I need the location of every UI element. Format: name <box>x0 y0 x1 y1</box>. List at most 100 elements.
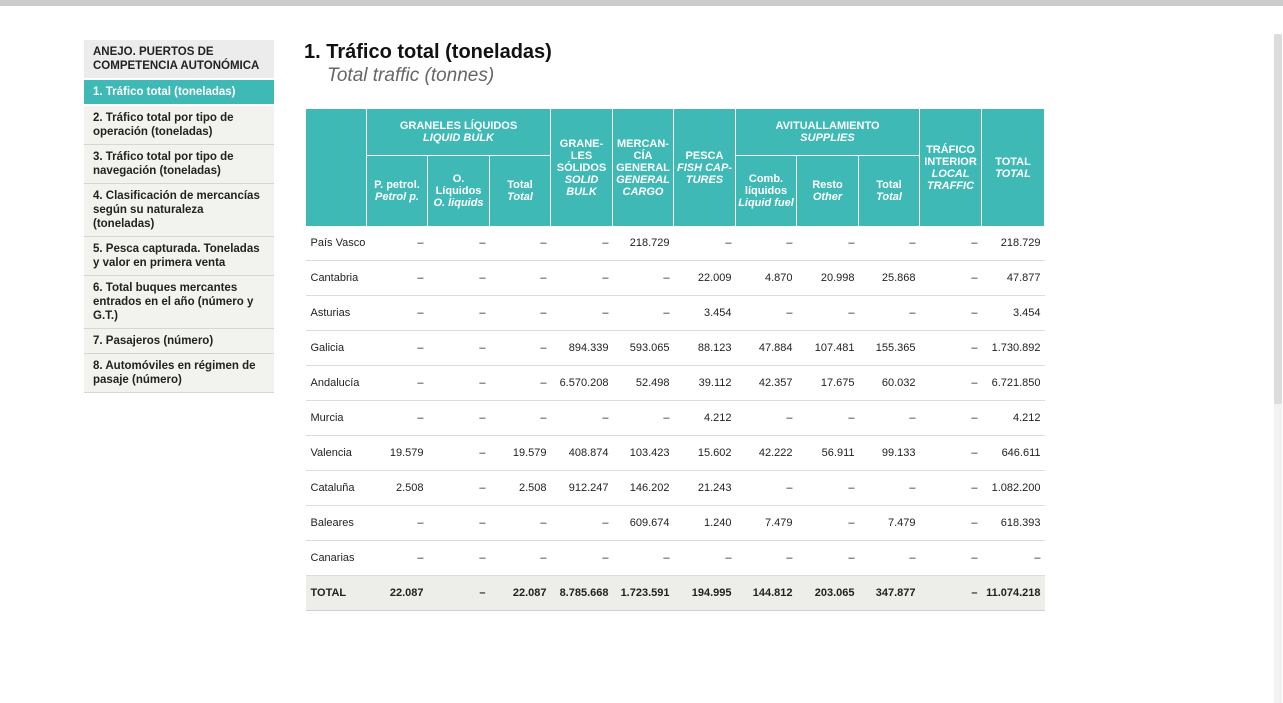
table-row: Asturias – – – – –3.454– – – –3.454 <box>305 295 1045 331</box>
table-row: Cataluña 2.508–2.508 912.247 146.202 21.243–… <box>305 470 1045 506</box>
header-trafico-interior-en: LOCAL TRAFFIC <box>926 167 975 192</box>
sidebar-item-buques-mercantes[interactable]: 6. Total buques mercantes entrados en el… <box>84 276 274 329</box>
header-avituallamiento-es: AVITUALLAMIENTO <box>775 120 880 132</box>
table-cell: – <box>919 365 982 401</box>
table-cell: 22.087 <box>366 575 428 611</box>
header-total-en: TOTAL <box>995 167 1031 180</box>
table-cell: 218.729 <box>981 226 1045 261</box>
sidebar-item-pesca-capturada[interactable]: 5. Pesca capturada. Toneladas y valor en… <box>84 237 274 276</box>
header-total-liquidos-es: Total <box>507 179 533 191</box>
table-cell: – <box>981 540 1045 576</box>
table-cell: 99.133 <box>858 435 920 471</box>
table-cell: 88.123 <box>673 330 736 366</box>
header-combustibles-en: Liquid fuel <box>738 197 794 209</box>
table-cell: 3.454 <box>673 295 736 331</box>
region-name: Cantabria <box>305 260 367 296</box>
table-cell: – <box>366 226 428 261</box>
table-cell: 4.212 <box>981 400 1045 436</box>
table-cell: – <box>366 505 428 541</box>
region-name: Canarias <box>305 540 367 576</box>
table-cell: – <box>612 295 674 331</box>
region-name: Asturias <box>305 295 367 331</box>
region-name: Cataluña <box>305 470 367 506</box>
table-cell: – <box>489 540 551 576</box>
header-graneles-liquidos-en: LIQUID BULK <box>423 132 494 144</box>
header-total-es: TOTAL <box>995 155 1031 168</box>
table-cell: – <box>612 540 674 576</box>
header-combustibles-es: Comb. líquidos <box>744 173 788 197</box>
table-row: País Vasco – – – –218.729– – – – –218.729 <box>305 226 1045 261</box>
vertical-scrollbar[interactable] <box>1274 34 1282 703</box>
table-cell: – <box>427 540 490 576</box>
table-cell: – <box>735 226 797 261</box>
table-row: Murcia – – – – –4.212– – – –4.212 <box>305 400 1045 436</box>
table-cell: 912.247 <box>550 470 613 506</box>
header-combustibles: Comb. líquidos Liquid fuel <box>735 155 797 226</box>
table-cell: 60.032 <box>858 365 920 401</box>
table-cell: – <box>612 400 674 436</box>
region-name: TOTAL <box>305 575 367 611</box>
region-name: Galicia <box>305 330 367 366</box>
table-cell: 894.339 <box>550 330 613 366</box>
sidebar-item-automoviles[interactable]: 8. Automóviles en régimen de pasaje (núm… <box>84 354 274 393</box>
table-cell: – <box>735 540 797 576</box>
sidebar-item-trafico-tipo-navegacion[interactable]: 3. Tráfico total por tipo de navegación … <box>84 145 274 184</box>
table-cell: 218.729 <box>612 226 674 261</box>
table-cell: – <box>858 470 920 506</box>
table-cell: – <box>796 540 859 576</box>
header-graneles-solidos: GRANE-LES SÓLIDOS SOLID BULK <box>550 109 613 226</box>
header-region <box>305 109 367 226</box>
header-mercancia-general-en: GENERAL CARGO <box>616 173 670 198</box>
table-cell: – <box>919 435 982 471</box>
header-total-supplies: Total Total <box>857 155 921 226</box>
table-cell: – <box>919 400 982 436</box>
table-cell: 15.602 <box>673 435 736 471</box>
sidebar-item-clasificacion-mercancias[interactable]: 4. Clasificación de mercancías según su … <box>84 184 274 237</box>
table-cell: – <box>796 470 859 506</box>
table-cell: 1.240 <box>673 505 736 541</box>
table-cell: 6.721.850 <box>981 365 1045 401</box>
table-cell: – <box>919 330 982 366</box>
header-graneles-solidos-en: SOLID BULK <box>564 173 599 198</box>
table-cell: 1.082.200 <box>981 470 1045 506</box>
table-cell: – <box>550 295 613 331</box>
table-row: Cantabria – – – – –22.009 4.870 20.998 25.868–47… <box>305 260 1045 296</box>
table-cell: 20.998 <box>796 260 859 296</box>
table-cell: – <box>858 540 920 576</box>
header-resto-es: Resto <box>812 179 843 191</box>
table-cell: 19.579 <box>366 435 428 471</box>
header-graneles-solidos-es: GRANE-LES SÓLIDOS <box>556 137 607 174</box>
sidebar-item-pasajeros[interactable]: 7. Pasajeros (número) <box>84 329 274 354</box>
table-row: Galicia – – –894.339 593.065 88.123 47.884 107.… <box>305 330 1045 366</box>
page-subtitle: Total traffic (tonnes) <box>327 65 495 86</box>
header-trafico-interior: TRÁFICO INTERIOR LOCAL TRAFFIC <box>919 109 983 226</box>
table-cell: 56.911 <box>796 435 859 471</box>
header-petrol-es: P. petrol. <box>374 179 420 191</box>
table-cell: – <box>489 295 551 331</box>
scrollbar-thumb[interactable] <box>1274 34 1282 404</box>
table-cell: 6.570.208 <box>550 365 613 401</box>
page-title: 1. Tráfico total (toneladas) <box>304 41 552 63</box>
table-cell: – <box>550 400 613 436</box>
sidebar-item-trafico-total[interactable]: 1. Tráfico total (toneladas) <box>84 80 274 106</box>
table-cell: – <box>919 226 982 261</box>
table-cell: – <box>427 400 490 436</box>
table-cell: 19.579 <box>489 435 551 471</box>
table-cell: 194.995 <box>673 575 736 611</box>
table-cell: 1.723.591 <box>612 575 674 611</box>
sidebar-item-trafico-tipo-operacion[interactable]: 2. Tráfico total por tipo de operación (… <box>84 106 274 145</box>
header-petrol: P. petrol. Petrol p. <box>366 155 428 226</box>
table-cell: 103.423 <box>612 435 674 471</box>
table-cell: – <box>366 330 428 366</box>
table-cell: – <box>489 400 551 436</box>
table-row: Andalucía – – –6.570.208 52.498 39.112 42.357 1… <box>305 365 1045 401</box>
header-total-liquidos-en: Total <box>507 191 533 203</box>
table-cell: – <box>427 365 490 401</box>
table-cell: – <box>427 226 490 261</box>
table-row: Canarias – – – – – – – – – – – <box>305 540 1045 576</box>
table-cell: – <box>427 470 490 506</box>
table-cell: – <box>673 226 736 261</box>
table-cell: – <box>366 400 428 436</box>
top-bar <box>0 0 1283 6</box>
table-cell: 17.675 <box>796 365 859 401</box>
